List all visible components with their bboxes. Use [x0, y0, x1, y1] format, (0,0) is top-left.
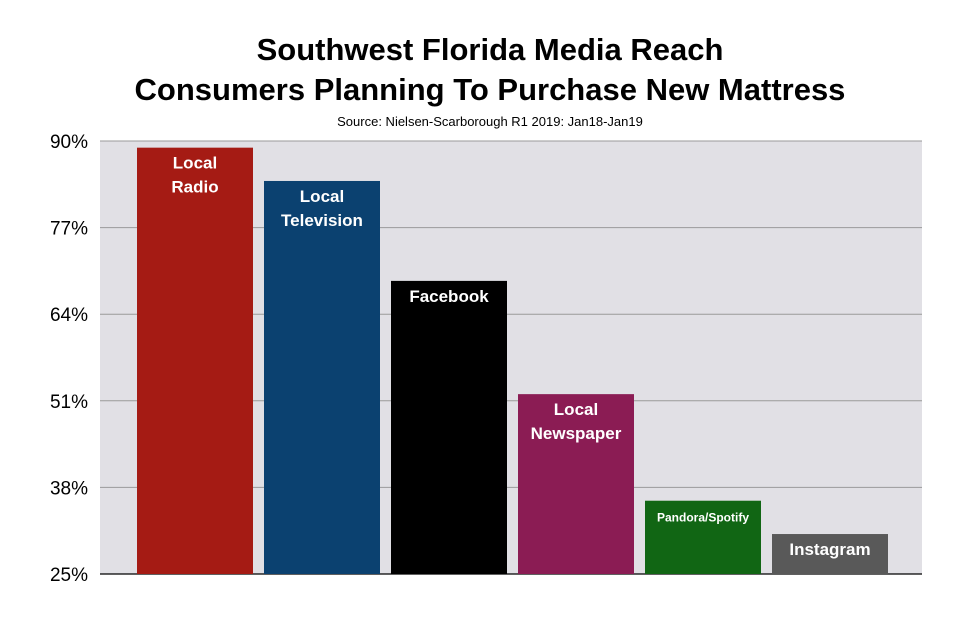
bar — [264, 180, 380, 574]
y-tick-label: 64% — [50, 305, 88, 326]
chart-subtitle: Consumers Planning To Purchase New Mattr… — [134, 72, 846, 107]
bar — [645, 500, 761, 574]
y-tick-label: 51% — [50, 392, 88, 413]
bar-label: Local — [300, 187, 344, 206]
y-tick-label: 38% — [50, 478, 88, 499]
bar-label: Newspaper — [531, 424, 622, 443]
chart-source-note: Source: Nielsen-Scarborough R1 2019: Jan… — [337, 114, 643, 129]
bar — [772, 534, 888, 574]
bar-label: Local — [554, 400, 598, 419]
bar-label: Facebook — [409, 287, 489, 306]
bar-label: Television — [281, 211, 363, 230]
bar-label: Instagram — [789, 540, 870, 559]
chart-title: Southwest Florida Media Reach — [256, 32, 724, 67]
bar — [391, 280, 507, 574]
bar — [518, 394, 634, 574]
bar-label: Pandora/Spotify — [657, 511, 749, 525]
y-tick-label: 90% — [50, 132, 88, 153]
y-tick-label: 77% — [50, 219, 88, 240]
y-tick-label: 25% — [50, 565, 88, 586]
bar — [137, 147, 253, 574]
bar-label: Radio — [171, 178, 218, 197]
bar-label: Local — [173, 154, 217, 173]
